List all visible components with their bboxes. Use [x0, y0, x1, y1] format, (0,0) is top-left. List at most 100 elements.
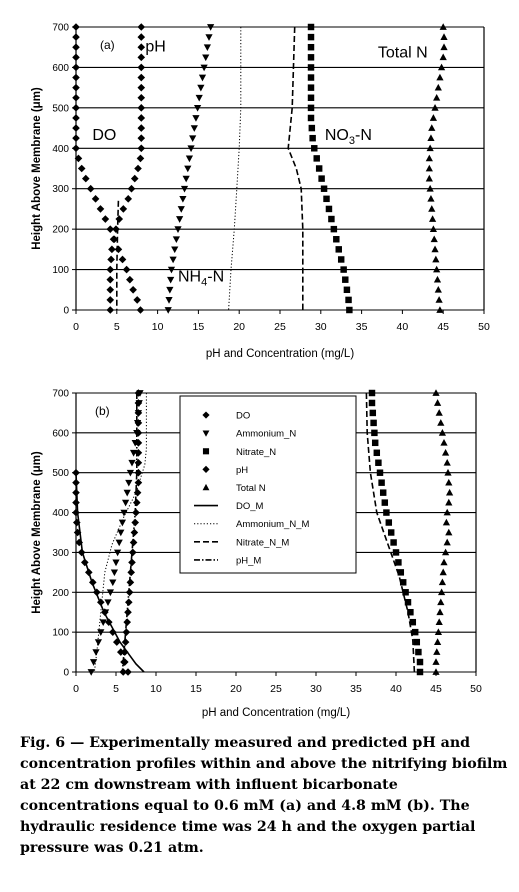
series-5 [228, 27, 242, 311]
panel-label: (a) [100, 38, 115, 52]
data-point [203, 44, 211, 52]
data-point [129, 548, 137, 557]
data-point [137, 33, 146, 41]
data-point [432, 668, 440, 675]
data-point [72, 104, 80, 112]
data-point [307, 23, 315, 31]
data-point [438, 429, 447, 436]
data-point [390, 539, 397, 546]
data-point [134, 429, 143, 437]
legend-entry: pH_M [194, 555, 261, 566]
data-point [328, 215, 335, 223]
data-point [193, 105, 202, 112]
legend-marker [202, 483, 210, 491]
data-point [318, 175, 325, 182]
legend-entry: Ammonium_N_M [194, 519, 309, 530]
data-point [176, 216, 184, 223]
data-point [137, 114, 146, 122]
data-point [371, 429, 378, 437]
data-point [72, 73, 80, 82]
legend-entry: DO_M [194, 501, 264, 512]
data-point [409, 618, 417, 626]
data-point [167, 266, 176, 274]
data-point [109, 628, 117, 636]
data-point [118, 255, 127, 264]
data-point [426, 184, 434, 192]
data-point [124, 195, 133, 203]
series-line [287, 26, 304, 310]
data-point [197, 84, 205, 92]
data-point [137, 134, 146, 142]
chart-panel-b: 0 100 200 300 400 500 600 700 0 5 10 15 20 25 30 35 40 45… [31, 389, 482, 720]
data-point [72, 33, 80, 41]
data-point [425, 164, 433, 172]
data-point [171, 246, 179, 254]
legend-entry: Ammonium_N [202, 429, 296, 440]
x-tick-label: 5 [114, 321, 120, 333]
data-point [81, 174, 90, 183]
data-point [425, 154, 433, 162]
data-point [97, 629, 105, 636]
data-point [137, 144, 146, 153]
y-tick-label: 700 [52, 23, 69, 34]
data-point [433, 638, 442, 645]
legend-label: pH [236, 465, 248, 476]
legend-entry: pH [202, 465, 248, 476]
data-point [101, 215, 110, 223]
data-point [112, 225, 120, 233]
data-point [438, 578, 447, 586]
data-point [137, 83, 146, 92]
data-point [205, 34, 213, 41]
series-line [365, 392, 416, 673]
legend: DO Ammonium_N Nitrate_N pH Total N DO_M Ammoni… [179, 395, 357, 574]
data-point [190, 125, 198, 132]
data-point [133, 498, 141, 507]
data-point [307, 84, 315, 91]
data-point [198, 74, 207, 82]
data-point [432, 389, 440, 396]
data-point [434, 628, 443, 635]
x-tick-label: 15 [190, 683, 202, 695]
data-point [104, 599, 112, 607]
x-axis-label: pH and Concentration (mg/L) [206, 348, 354, 360]
data-point [127, 184, 136, 193]
data-point [411, 628, 419, 636]
data-point [370, 419, 377, 427]
panel-label: (b) [95, 404, 110, 418]
x-tick-label: 35 [350, 683, 362, 695]
data-point [109, 235, 118, 244]
data-point [444, 468, 452, 476]
data-point [335, 246, 342, 253]
data-point [439, 23, 447, 30]
data-point [432, 658, 440, 665]
y-tick-label: 500 [52, 103, 69, 114]
data-point [429, 114, 438, 121]
data-point [164, 307, 172, 314]
data-point [320, 185, 328, 192]
data-point [137, 93, 146, 102]
y-axis-label: Height Above Membrane (μm) [31, 451, 43, 614]
data-point [179, 195, 187, 203]
x-tick-label: 25 [270, 683, 282, 695]
y-tick-label: 600 [52, 428, 69, 439]
data-point [110, 569, 119, 577]
series-line [116, 200, 120, 310]
data-point [433, 93, 441, 101]
data-point [72, 43, 80, 52]
data-point [432, 255, 440, 263]
data-point [433, 265, 441, 273]
annotation: pH [145, 38, 165, 55]
data-point [166, 286, 174, 294]
data-point [72, 498, 80, 507]
data-point [72, 83, 80, 92]
data-point [439, 53, 447, 61]
data-point [122, 628, 131, 636]
data-point [445, 488, 454, 496]
annotation: NO3-N [325, 127, 372, 147]
legend-entry: Nitrate_N [202, 447, 276, 458]
data-point [442, 518, 451, 526]
data-point [72, 144, 80, 153]
data-point [136, 306, 145, 314]
data-point [308, 124, 316, 132]
data-point [433, 399, 442, 406]
